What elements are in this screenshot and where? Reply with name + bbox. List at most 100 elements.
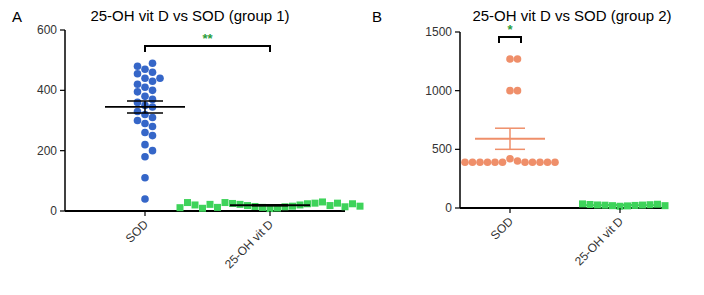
point <box>184 199 191 206</box>
point <box>579 200 586 207</box>
point <box>514 157 522 165</box>
point <box>141 65 149 73</box>
panel-label: A <box>12 8 22 25</box>
error-stem <box>509 128 511 149</box>
point <box>654 201 661 208</box>
y-tick-label: 600 <box>37 23 57 37</box>
point <box>312 200 319 207</box>
point <box>207 201 214 208</box>
significance-bracket <box>499 37 521 43</box>
significance: * <box>507 22 513 37</box>
point <box>551 158 559 166</box>
point <box>141 174 149 182</box>
y-axis <box>64 30 66 211</box>
x-tick-label: SOD <box>123 217 152 246</box>
panel: B25-OH vit D vs SOD (group 2)05001000150… <box>372 7 672 268</box>
point <box>149 96 157 104</box>
point <box>134 81 142 89</box>
error-cap <box>252 205 288 207</box>
point <box>662 202 669 209</box>
error-cap <box>252 204 288 206</box>
y-tick <box>455 31 460 32</box>
error-cap <box>127 112 163 114</box>
point <box>327 202 334 209</box>
point <box>529 158 537 166</box>
error-bar <box>127 101 163 113</box>
y-axis <box>459 32 461 208</box>
point <box>192 201 199 208</box>
error-cap <box>605 205 635 207</box>
error-cap <box>495 127 525 129</box>
point <box>141 74 149 82</box>
y-tick-label: 1000 <box>425 84 452 98</box>
point <box>149 59 157 67</box>
point <box>349 200 356 207</box>
point <box>357 203 364 210</box>
point <box>134 70 142 78</box>
y-tick <box>455 90 460 91</box>
point <box>319 198 326 205</box>
mean-line <box>230 204 310 206</box>
point <box>134 88 142 96</box>
point <box>536 158 544 166</box>
point <box>544 158 552 166</box>
mean-line <box>585 204 655 206</box>
point <box>141 141 149 149</box>
figure: A 25-OH vit D vs SOD (group 1) 0 200 400 600 S… <box>0 0 704 295</box>
point <box>514 87 522 95</box>
y-tick <box>455 149 460 150</box>
panel: A 25-OH vit D vs SOD (group 1) 0 200 400 600 S… <box>12 7 364 271</box>
y-tick-label: 500 <box>432 142 452 156</box>
point <box>141 93 149 101</box>
title: 25-OH vit D vs SOD (group 1) <box>90 7 289 24</box>
point <box>149 132 157 140</box>
point <box>134 99 142 107</box>
x-tick <box>269 211 270 216</box>
point <box>506 155 514 163</box>
y-tick <box>60 29 65 30</box>
y-tick-label: 400 <box>37 83 57 97</box>
point <box>149 123 157 131</box>
point <box>149 87 157 95</box>
point <box>469 158 477 166</box>
point <box>491 158 499 166</box>
point <box>141 195 149 203</box>
x-tick-label: 25-OH vit D <box>572 214 626 268</box>
point <box>141 129 149 137</box>
error-cap <box>605 204 635 206</box>
x-tick <box>509 208 510 213</box>
point <box>514 55 522 63</box>
point <box>156 74 164 82</box>
point <box>499 158 507 166</box>
error-stem <box>144 101 146 113</box>
point <box>304 200 311 207</box>
y-tick <box>455 207 460 208</box>
point <box>149 68 157 76</box>
point <box>134 62 142 70</box>
y-tick-label: 0 <box>50 204 57 218</box>
marks <box>461 55 668 210</box>
point <box>521 158 529 166</box>
panel-label: B <box>372 8 382 25</box>
x-tick-label: 25-OH vit D <box>222 217 276 271</box>
point <box>141 153 149 161</box>
x-tick-label: SOD <box>488 214 517 243</box>
x-tick <box>619 208 620 213</box>
error-cap <box>127 100 163 102</box>
x-tick <box>144 211 145 216</box>
point <box>141 120 149 128</box>
point <box>149 147 157 155</box>
point <box>177 204 184 211</box>
point <box>484 158 492 166</box>
y-tick <box>60 210 65 211</box>
point <box>134 117 142 125</box>
y-tick-label: 200 <box>37 144 57 158</box>
significance: ** <box>202 31 213 46</box>
point <box>237 201 244 208</box>
significance-bracket <box>145 46 270 52</box>
error-bar <box>605 204 635 205</box>
point <box>506 87 514 95</box>
error-bar <box>252 205 288 206</box>
marks <box>105 59 364 212</box>
point <box>149 77 157 85</box>
